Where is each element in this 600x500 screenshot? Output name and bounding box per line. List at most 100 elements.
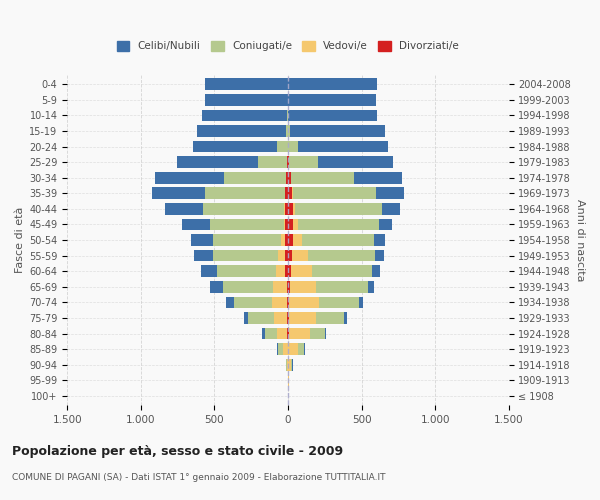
Bar	[290, 266, 312, 277]
Bar	[274, 312, 287, 324]
Bar	[223, 281, 273, 292]
Bar	[182, 218, 210, 230]
Y-axis label: Anni di nascita: Anni di nascita	[575, 199, 585, 281]
Bar	[286, 125, 288, 137]
Bar	[248, 312, 274, 324]
Bar	[165, 203, 203, 214]
Bar	[281, 234, 285, 246]
Bar	[288, 296, 289, 308]
Bar	[290, 125, 385, 137]
Bar	[291, 172, 354, 184]
Bar	[201, 266, 217, 277]
Bar	[288, 266, 290, 277]
Bar	[344, 312, 347, 324]
Bar	[289, 110, 377, 121]
Bar	[293, 203, 295, 214]
Bar	[293, 188, 376, 199]
Bar	[265, 328, 277, 340]
Bar	[288, 203, 293, 214]
Bar	[276, 266, 286, 277]
Bar	[288, 344, 298, 355]
Bar	[316, 312, 344, 324]
Bar	[284, 203, 286, 214]
Bar	[277, 140, 287, 152]
Bar	[359, 296, 364, 308]
Bar	[289, 312, 316, 324]
Bar	[376, 188, 404, 199]
Bar	[285, 250, 288, 262]
Bar	[272, 296, 287, 308]
Bar	[354, 172, 402, 184]
Bar	[155, 172, 224, 184]
Bar	[288, 250, 292, 262]
Bar	[375, 250, 384, 262]
Text: COMUNE DI PAGANI (SA) - Dati ISTAT 1° gennaio 2009 - Elaborazione TUTTITALIA.IT: COMUNE DI PAGANI (SA) - Dati ISTAT 1° ge…	[12, 473, 386, 482]
Bar	[278, 250, 285, 262]
Bar	[278, 344, 283, 355]
Bar	[289, 328, 310, 340]
Bar	[273, 281, 287, 292]
Bar	[193, 140, 277, 152]
Bar	[285, 234, 288, 246]
Bar	[262, 328, 265, 340]
Bar	[288, 78, 377, 90]
Bar	[291, 359, 292, 370]
Text: Popolazione per età, sesso e stato civile - 2009: Popolazione per età, sesso e stato civil…	[12, 445, 343, 458]
Bar	[203, 203, 284, 214]
Bar	[288, 94, 376, 106]
Bar	[288, 312, 289, 324]
Bar	[205, 188, 285, 199]
Bar	[288, 172, 290, 184]
Bar	[312, 266, 372, 277]
Bar	[277, 344, 278, 355]
Bar	[382, 203, 400, 214]
Bar	[319, 296, 359, 308]
Bar	[368, 281, 374, 292]
Bar	[304, 344, 305, 355]
Bar	[197, 125, 286, 137]
Bar	[287, 359, 288, 370]
Bar	[287, 281, 288, 292]
Bar	[308, 250, 375, 262]
Bar	[210, 218, 284, 230]
Bar	[298, 344, 304, 355]
Bar	[205, 78, 287, 90]
Bar	[217, 266, 276, 277]
Bar	[289, 296, 319, 308]
Bar	[372, 266, 380, 277]
Bar	[288, 188, 292, 199]
Bar	[374, 234, 385, 246]
Bar	[277, 328, 287, 340]
Bar	[287, 296, 288, 308]
Bar	[379, 218, 392, 230]
Bar	[298, 218, 379, 230]
Bar	[325, 328, 326, 340]
Bar	[283, 344, 288, 355]
Bar	[191, 234, 213, 246]
Bar	[289, 156, 318, 168]
Bar	[316, 281, 368, 292]
Bar	[194, 250, 214, 262]
Bar	[288, 281, 290, 292]
Bar	[286, 172, 288, 184]
Bar	[286, 188, 288, 199]
Bar	[290, 281, 316, 292]
Bar	[289, 140, 298, 152]
Text: Femmine: Femmine	[0, 499, 1, 500]
Text: Maschi: Maschi	[0, 499, 1, 500]
Bar	[205, 94, 287, 106]
Bar	[288, 218, 293, 230]
Bar	[286, 266, 288, 277]
Bar	[288, 156, 289, 168]
Bar	[244, 312, 248, 324]
Bar	[295, 203, 382, 214]
Bar	[210, 281, 223, 292]
Bar	[152, 188, 205, 199]
Bar	[298, 140, 388, 152]
Bar	[286, 203, 288, 214]
Bar	[224, 172, 286, 184]
Bar	[177, 156, 258, 168]
Bar	[302, 234, 374, 246]
Bar	[288, 125, 290, 137]
Bar	[213, 234, 281, 246]
